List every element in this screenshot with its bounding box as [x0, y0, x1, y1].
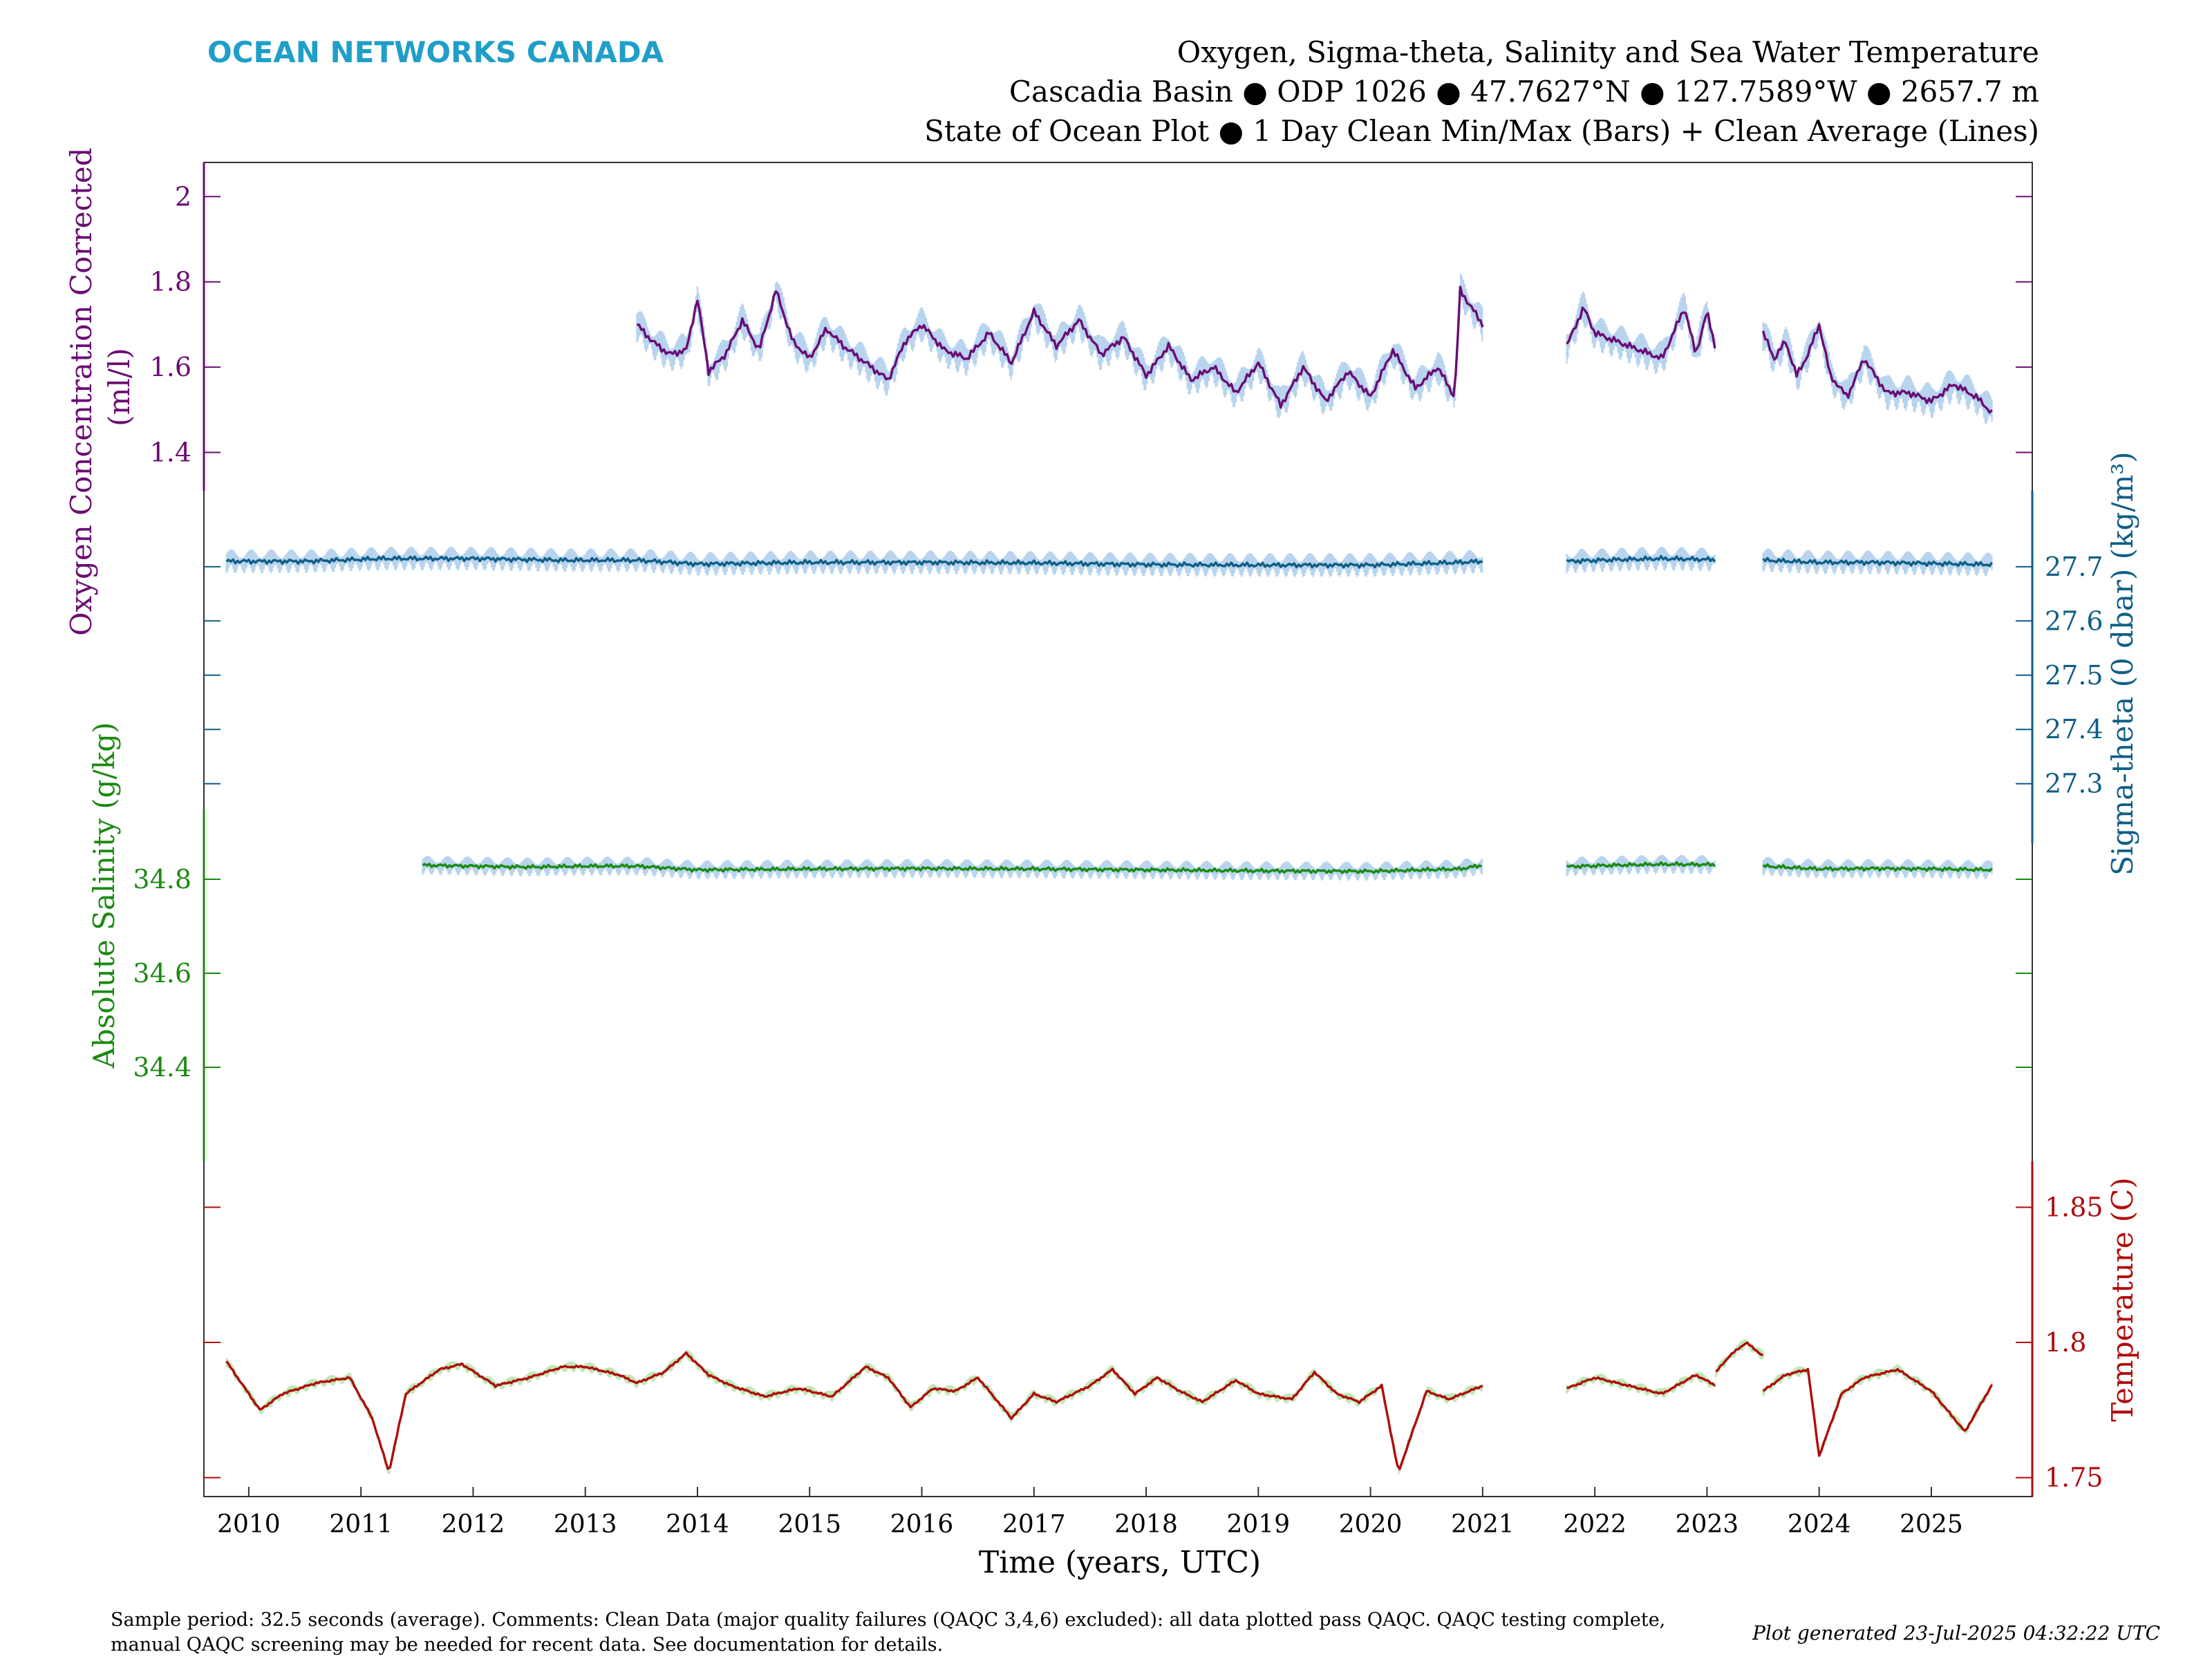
temperature-tick-label: 1.85 — [2045, 1192, 2103, 1222]
salinity-axis-label: Absolute Salinity (g/kg) — [87, 722, 121, 1069]
brand-logo-text: OCEAN NETWORKS CANADA — [207, 35, 664, 69]
oxygen-tick-label: 1.4 — [150, 437, 191, 467]
x-tick-label: 2022 — [1563, 1510, 1627, 1539]
x-tick-label: 2018 — [1114, 1510, 1178, 1539]
oxygen-minmax-bars — [636, 273, 1483, 419]
oxygen-tick-label: 1.8 — [150, 267, 191, 297]
plot-frame — [203, 162, 2033, 1497]
oxygen-average-line — [1761, 323, 1993, 414]
salinity-average-line — [1762, 863, 1993, 872]
salinity-tick-label: 34.8 — [133, 864, 191, 894]
minmax-bars-layer — [225, 273, 1993, 1474]
oxygen-tick-label: 1.6 — [150, 352, 191, 382]
axes-layer: 2010 2011 2012 2013 2014 2015 2016 2017 2018 2019… — [133, 162, 2103, 1539]
x-tick-label: 2010 — [217, 1510, 281, 1539]
temperature-average-line — [1566, 1374, 1716, 1395]
x-tick-label: 2017 — [1002, 1510, 1066, 1539]
temperature-tick-label: 1.75 — [2045, 1463, 2103, 1493]
x-tick-label: 2016 — [890, 1510, 954, 1539]
temperature-minmax-bars — [1762, 1364, 1993, 1457]
temperature-minmax-bars — [1715, 1339, 1764, 1378]
temperature-axis-label: Temperature (C) — [2106, 1177, 2139, 1421]
sigma_theta-tick-label: 27.4 — [2045, 714, 2103, 744]
x-tick-label: 2015 — [778, 1510, 841, 1539]
footer-comment-line-2: manual QAQC screening may be needed for … — [111, 1634, 943, 1656]
sigma_theta-average-line — [1762, 556, 1994, 568]
temperature-tick-label: 1.8 — [2045, 1327, 2086, 1358]
salinity-tick-label: 34.4 — [133, 1052, 191, 1082]
x-tick-label: 2021 — [1451, 1510, 1515, 1539]
chart-subtitle-location: Cascadia Basin ● ODP 1026 ● 47.7627°N ● … — [1009, 75, 2039, 109]
sigma_theta-tick-label: 27.7 — [2045, 552, 2103, 582]
sigma_theta-tick-label: 27.6 — [2045, 606, 2103, 636]
x-tick-label: 2025 — [1900, 1510, 1963, 1539]
sigma_theta-tick-label: 27.5 — [2045, 660, 2103, 691]
x-tick-label: 2023 — [1676, 1510, 1739, 1539]
x-tick-label: 2013 — [554, 1510, 617, 1539]
x-tick-label: 2019 — [1227, 1510, 1291, 1539]
temperature-average-line — [225, 1351, 1483, 1470]
x-tick-label: 2014 — [666, 1510, 729, 1539]
average-lines-layer — [225, 285, 1994, 1470]
oxygen-minmax-bars — [1566, 291, 1716, 374]
oxygen-axis-label: Oxygen Concentration Corrected (ml/l) — [64, 138, 136, 636]
plot-generated-timestamp: Plot generated 23-Jul-2025 04:32:22 UTC — [1752, 1622, 2160, 1644]
x-tick-label: 2012 — [442, 1510, 505, 1539]
x-tick-label: 2011 — [329, 1510, 393, 1539]
temperature-average-line — [1762, 1368, 1994, 1457]
chart-title: Oxygen, Sigma-theta, Salinity and Sea Wa… — [1177, 35, 2039, 69]
x-tick-label: 2020 — [1339, 1510, 1403, 1539]
salinity-tick-label: 34.6 — [133, 958, 191, 988]
footer-comment-line-1: Sample period: 32.5 seconds (average). C… — [111, 1609, 1665, 1631]
oxygen-tick-label: 2 — [175, 181, 191, 212]
oxygen-average-line — [1566, 306, 1716, 360]
x-axis-label: Time (years, UTC) — [979, 1545, 1261, 1580]
salinity-average-line — [422, 863, 1483, 874]
oxygen-average-line — [637, 285, 1484, 409]
sigma_theta-tick-label: 27.3 — [2045, 769, 2103, 799]
temperature-average-line — [1715, 1341, 1764, 1373]
sigma-axis-label: Sigma-theta (0 dbar) (kg/m³) — [2106, 451, 2139, 875]
x-tick-label: 2024 — [1788, 1510, 1851, 1539]
sigma_theta-average-line — [1566, 554, 1716, 565]
salinity-average-line — [1566, 861, 1716, 870]
chart-subtitle-plot-type: State of Ocean Plot ● 1 Day Clean Min/Ma… — [924, 114, 2039, 148]
sigma_theta-average-line — [225, 555, 1483, 569]
temperature-minmax-bars — [225, 1349, 1483, 1474]
